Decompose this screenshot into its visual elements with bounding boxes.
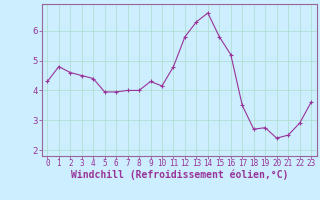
X-axis label: Windchill (Refroidissement éolien,°C): Windchill (Refroidissement éolien,°C) — [70, 169, 288, 180]
